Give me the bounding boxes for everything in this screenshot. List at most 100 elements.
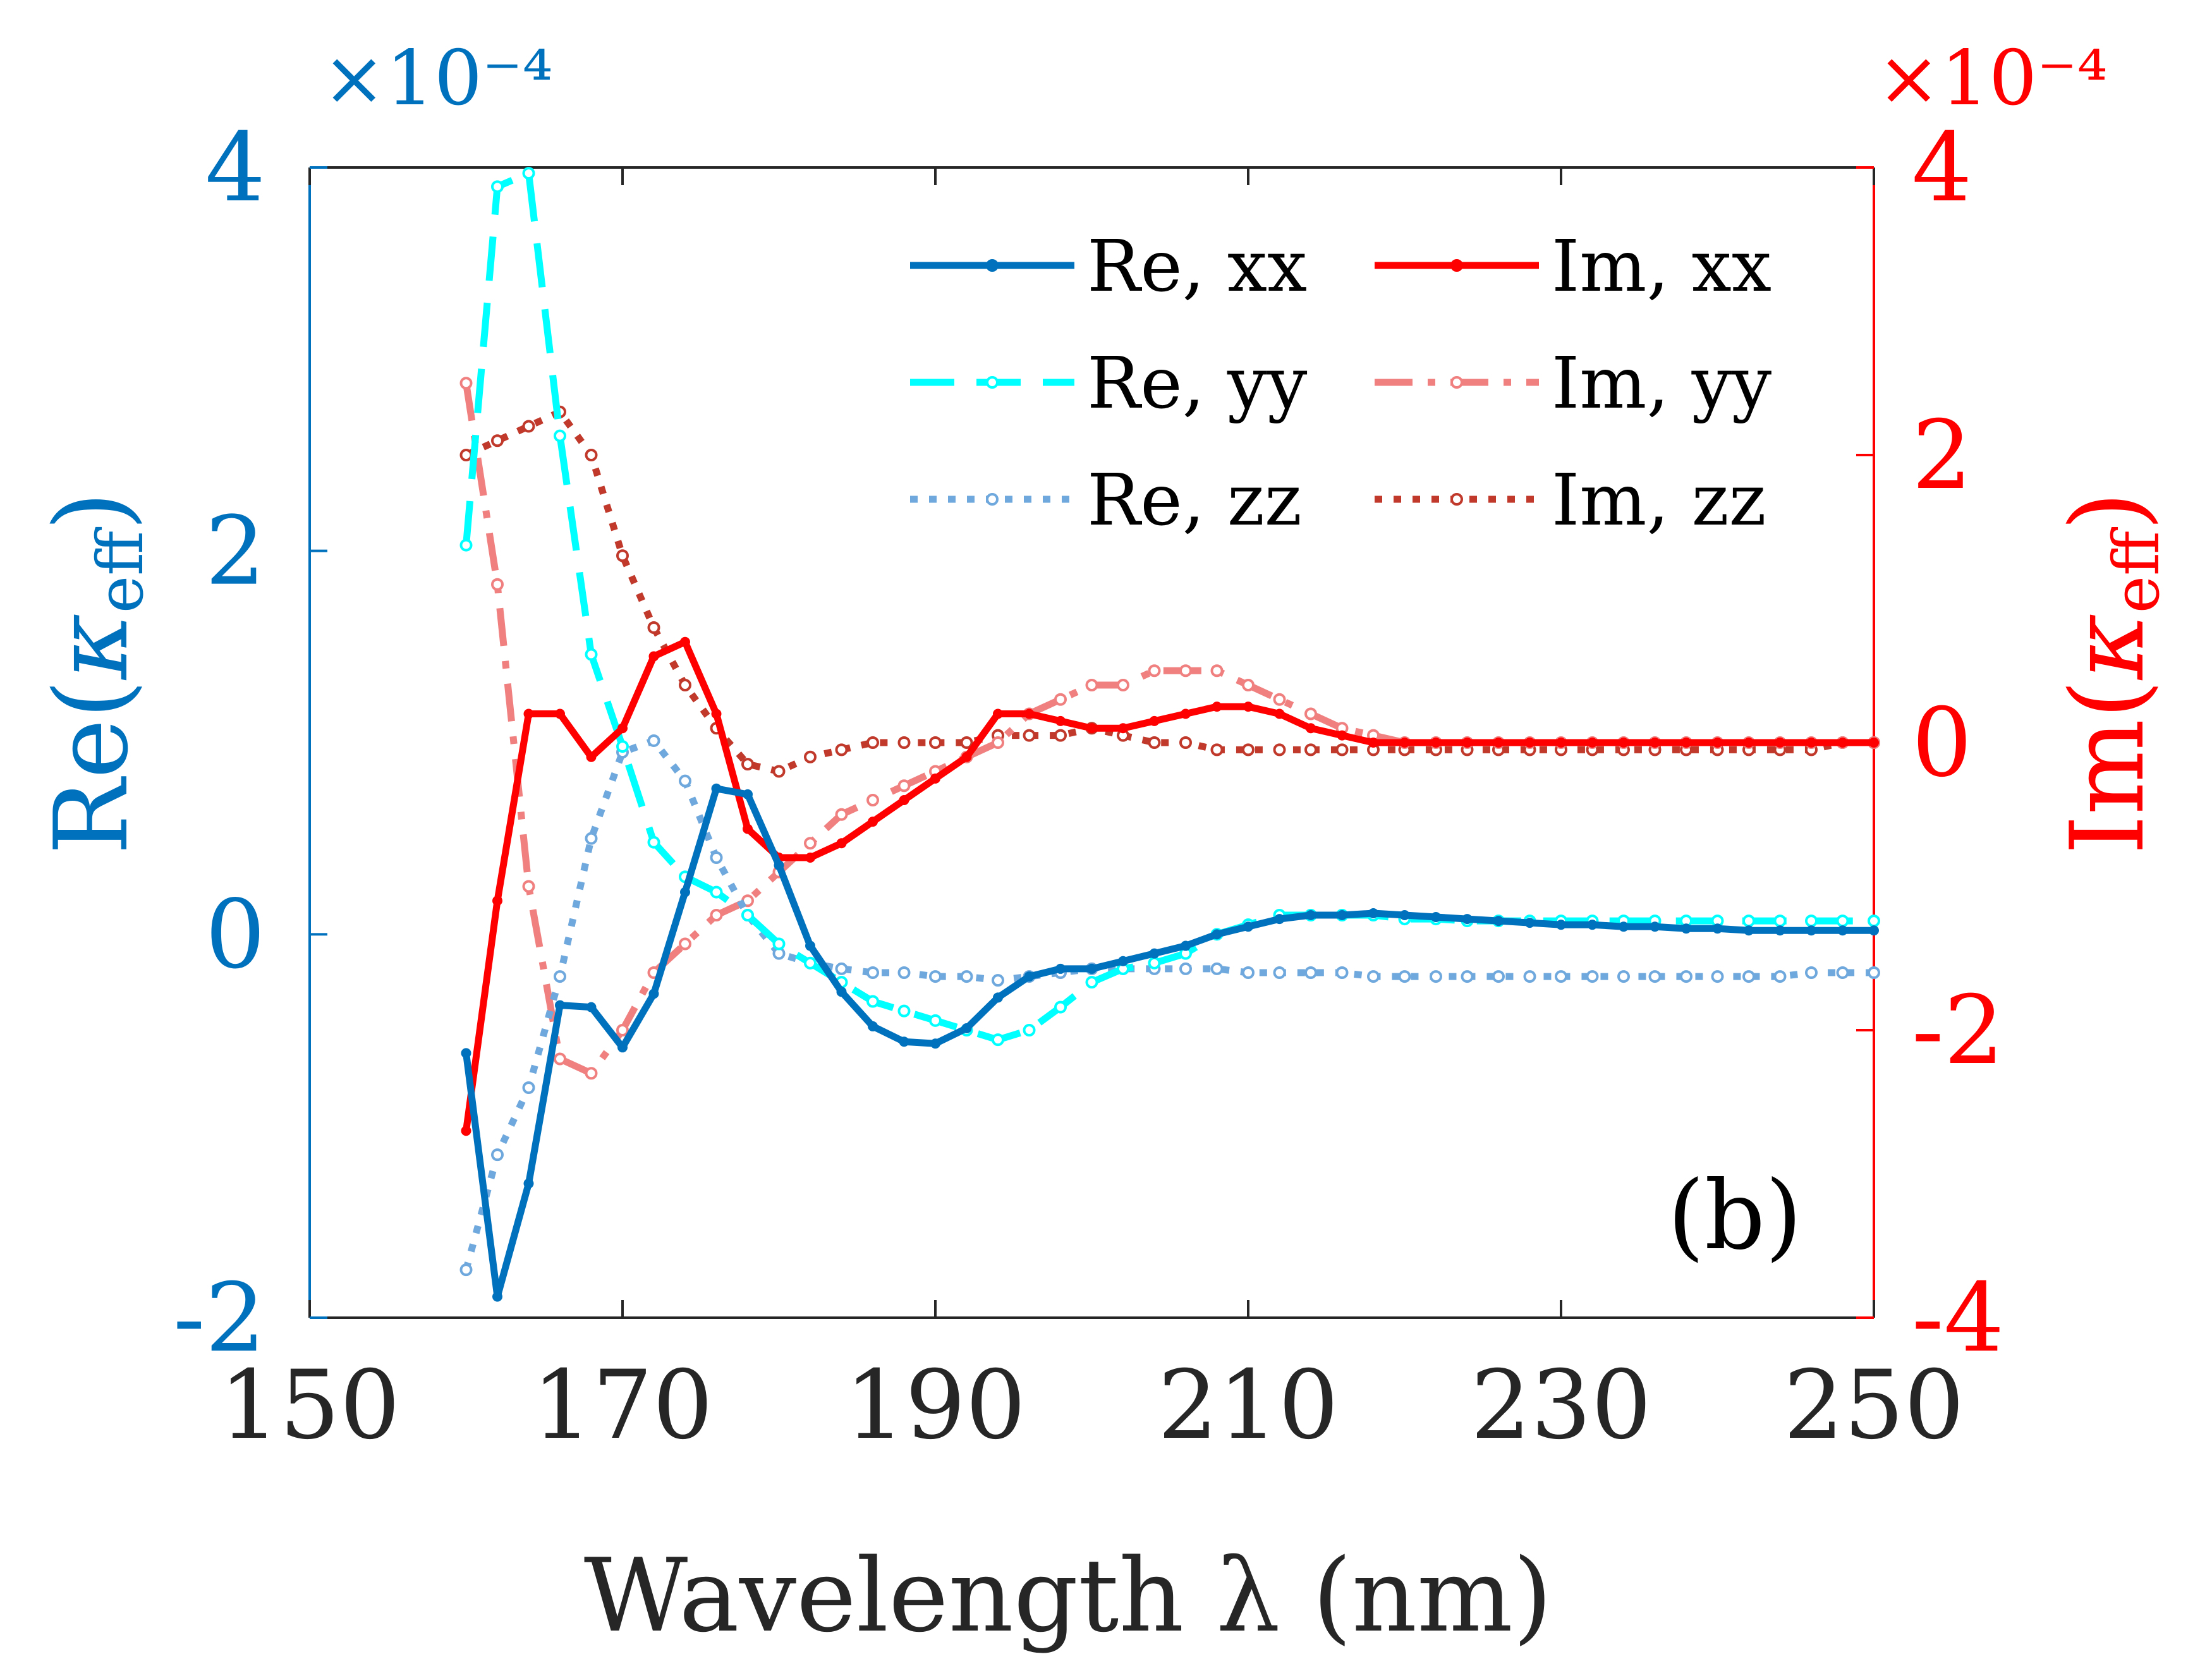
data-point [1212, 702, 1222, 712]
x-tick-label: 170 [532, 1351, 713, 1461]
data-point [616, 1024, 629, 1036]
data-point [1054, 729, 1067, 742]
data-point [929, 736, 942, 749]
data-point [1118, 956, 1128, 966]
data-point [1587, 920, 1598, 930]
data-point [1556, 920, 1566, 930]
data-point [616, 549, 629, 562]
data-point [805, 940, 815, 951]
data-point [1430, 970, 1442, 983]
y-right-tick-label: 0 [1912, 688, 1972, 798]
data-point [1493, 916, 1504, 927]
data-point [992, 1033, 1004, 1047]
data-point [711, 708, 722, 719]
legend-label: Im, xx [1552, 226, 1771, 308]
data-point [1493, 738, 1504, 748]
y-left-title-sub: eff [83, 526, 157, 613]
data-point [1242, 966, 1255, 979]
data-point [804, 837, 817, 850]
data-point [616, 740, 629, 753]
data-point [1837, 738, 1848, 748]
data-point [1868, 966, 1880, 979]
data-point [523, 708, 534, 719]
data-point [1181, 708, 1191, 719]
data-point [1179, 962, 1192, 975]
data-point [1148, 736, 1161, 749]
y-left-tick-label: 2 [205, 497, 265, 607]
data-point [1619, 921, 1629, 932]
data-point [1212, 929, 1222, 940]
data-point [1273, 743, 1286, 757]
data-point [1054, 1000, 1067, 1014]
data-point [1744, 738, 1754, 748]
data-point [897, 1004, 911, 1018]
x-tick-label: 210 [1158, 1351, 1339, 1461]
data-point [1742, 970, 1755, 983]
legend-entry-re-yy: Re, yy [910, 343, 1307, 425]
series-im-xx [461, 636, 1879, 1136]
legend-marker [986, 493, 999, 506]
data-point [743, 789, 753, 799]
data-point [679, 937, 691, 951]
data-point [1711, 970, 1724, 983]
data-point [1304, 966, 1317, 979]
data-point [1461, 970, 1474, 983]
data-point [960, 736, 973, 749]
data-point [1650, 921, 1660, 932]
data-point [679, 774, 691, 787]
data-point [1399, 738, 1410, 748]
data-point [835, 808, 848, 821]
data-point [648, 988, 659, 999]
plot-frame [308, 166, 1875, 1319]
data-point [1712, 738, 1723, 748]
y-left-tick-label: 0 [205, 880, 265, 990]
data-point [1337, 730, 1347, 741]
data-point [868, 817, 878, 827]
legend-entry-im-xx: Im, xx [1375, 226, 1771, 308]
data-point [1023, 1024, 1036, 1036]
data-point [1024, 971, 1035, 982]
data-point [774, 860, 784, 871]
data-point [586, 751, 597, 762]
legend: Re, xx Im, xx Re, yy Im, yy Re, zz Im, zz [910, 226, 1771, 542]
data-point [992, 974, 1004, 987]
data-point [555, 1000, 565, 1011]
data-point [522, 167, 535, 180]
data-point [930, 773, 940, 784]
data-point [868, 1021, 878, 1031]
data-point [1524, 738, 1535, 748]
data-point [866, 794, 879, 806]
data-point [1242, 679, 1255, 691]
data-point [647, 836, 660, 849]
data-point [1775, 738, 1785, 748]
data-point [1773, 915, 1787, 928]
legend-label: Re, zz [1087, 459, 1302, 542]
data-point [961, 751, 972, 762]
data-point [929, 1014, 942, 1027]
data-point [866, 736, 879, 749]
data-point [1273, 693, 1286, 706]
data-point [491, 1148, 504, 1162]
data-point [585, 648, 598, 661]
data-point [1055, 963, 1066, 974]
y-right-title-symbol: κ [2048, 613, 2166, 681]
data-point [1085, 679, 1098, 691]
data-point [1681, 923, 1691, 934]
data-point [1648, 970, 1662, 983]
data-point [710, 851, 723, 864]
data-point [1524, 918, 1535, 928]
data-point [585, 449, 598, 461]
data-point [1775, 925, 1785, 936]
data-point [586, 1002, 597, 1012]
data-point [1210, 664, 1224, 678]
data-point [1210, 962, 1224, 975]
data-point [647, 734, 660, 747]
data-point [1117, 679, 1129, 691]
data-point [1462, 738, 1473, 748]
legend-marker [1450, 493, 1463, 506]
data-point [680, 636, 690, 647]
series-line-im-xx [463, 638, 1874, 1132]
y-left-axis-title: Re(κeff) [32, 491, 157, 854]
series-line-re-zz [463, 737, 1874, 1271]
data-point [679, 679, 691, 691]
